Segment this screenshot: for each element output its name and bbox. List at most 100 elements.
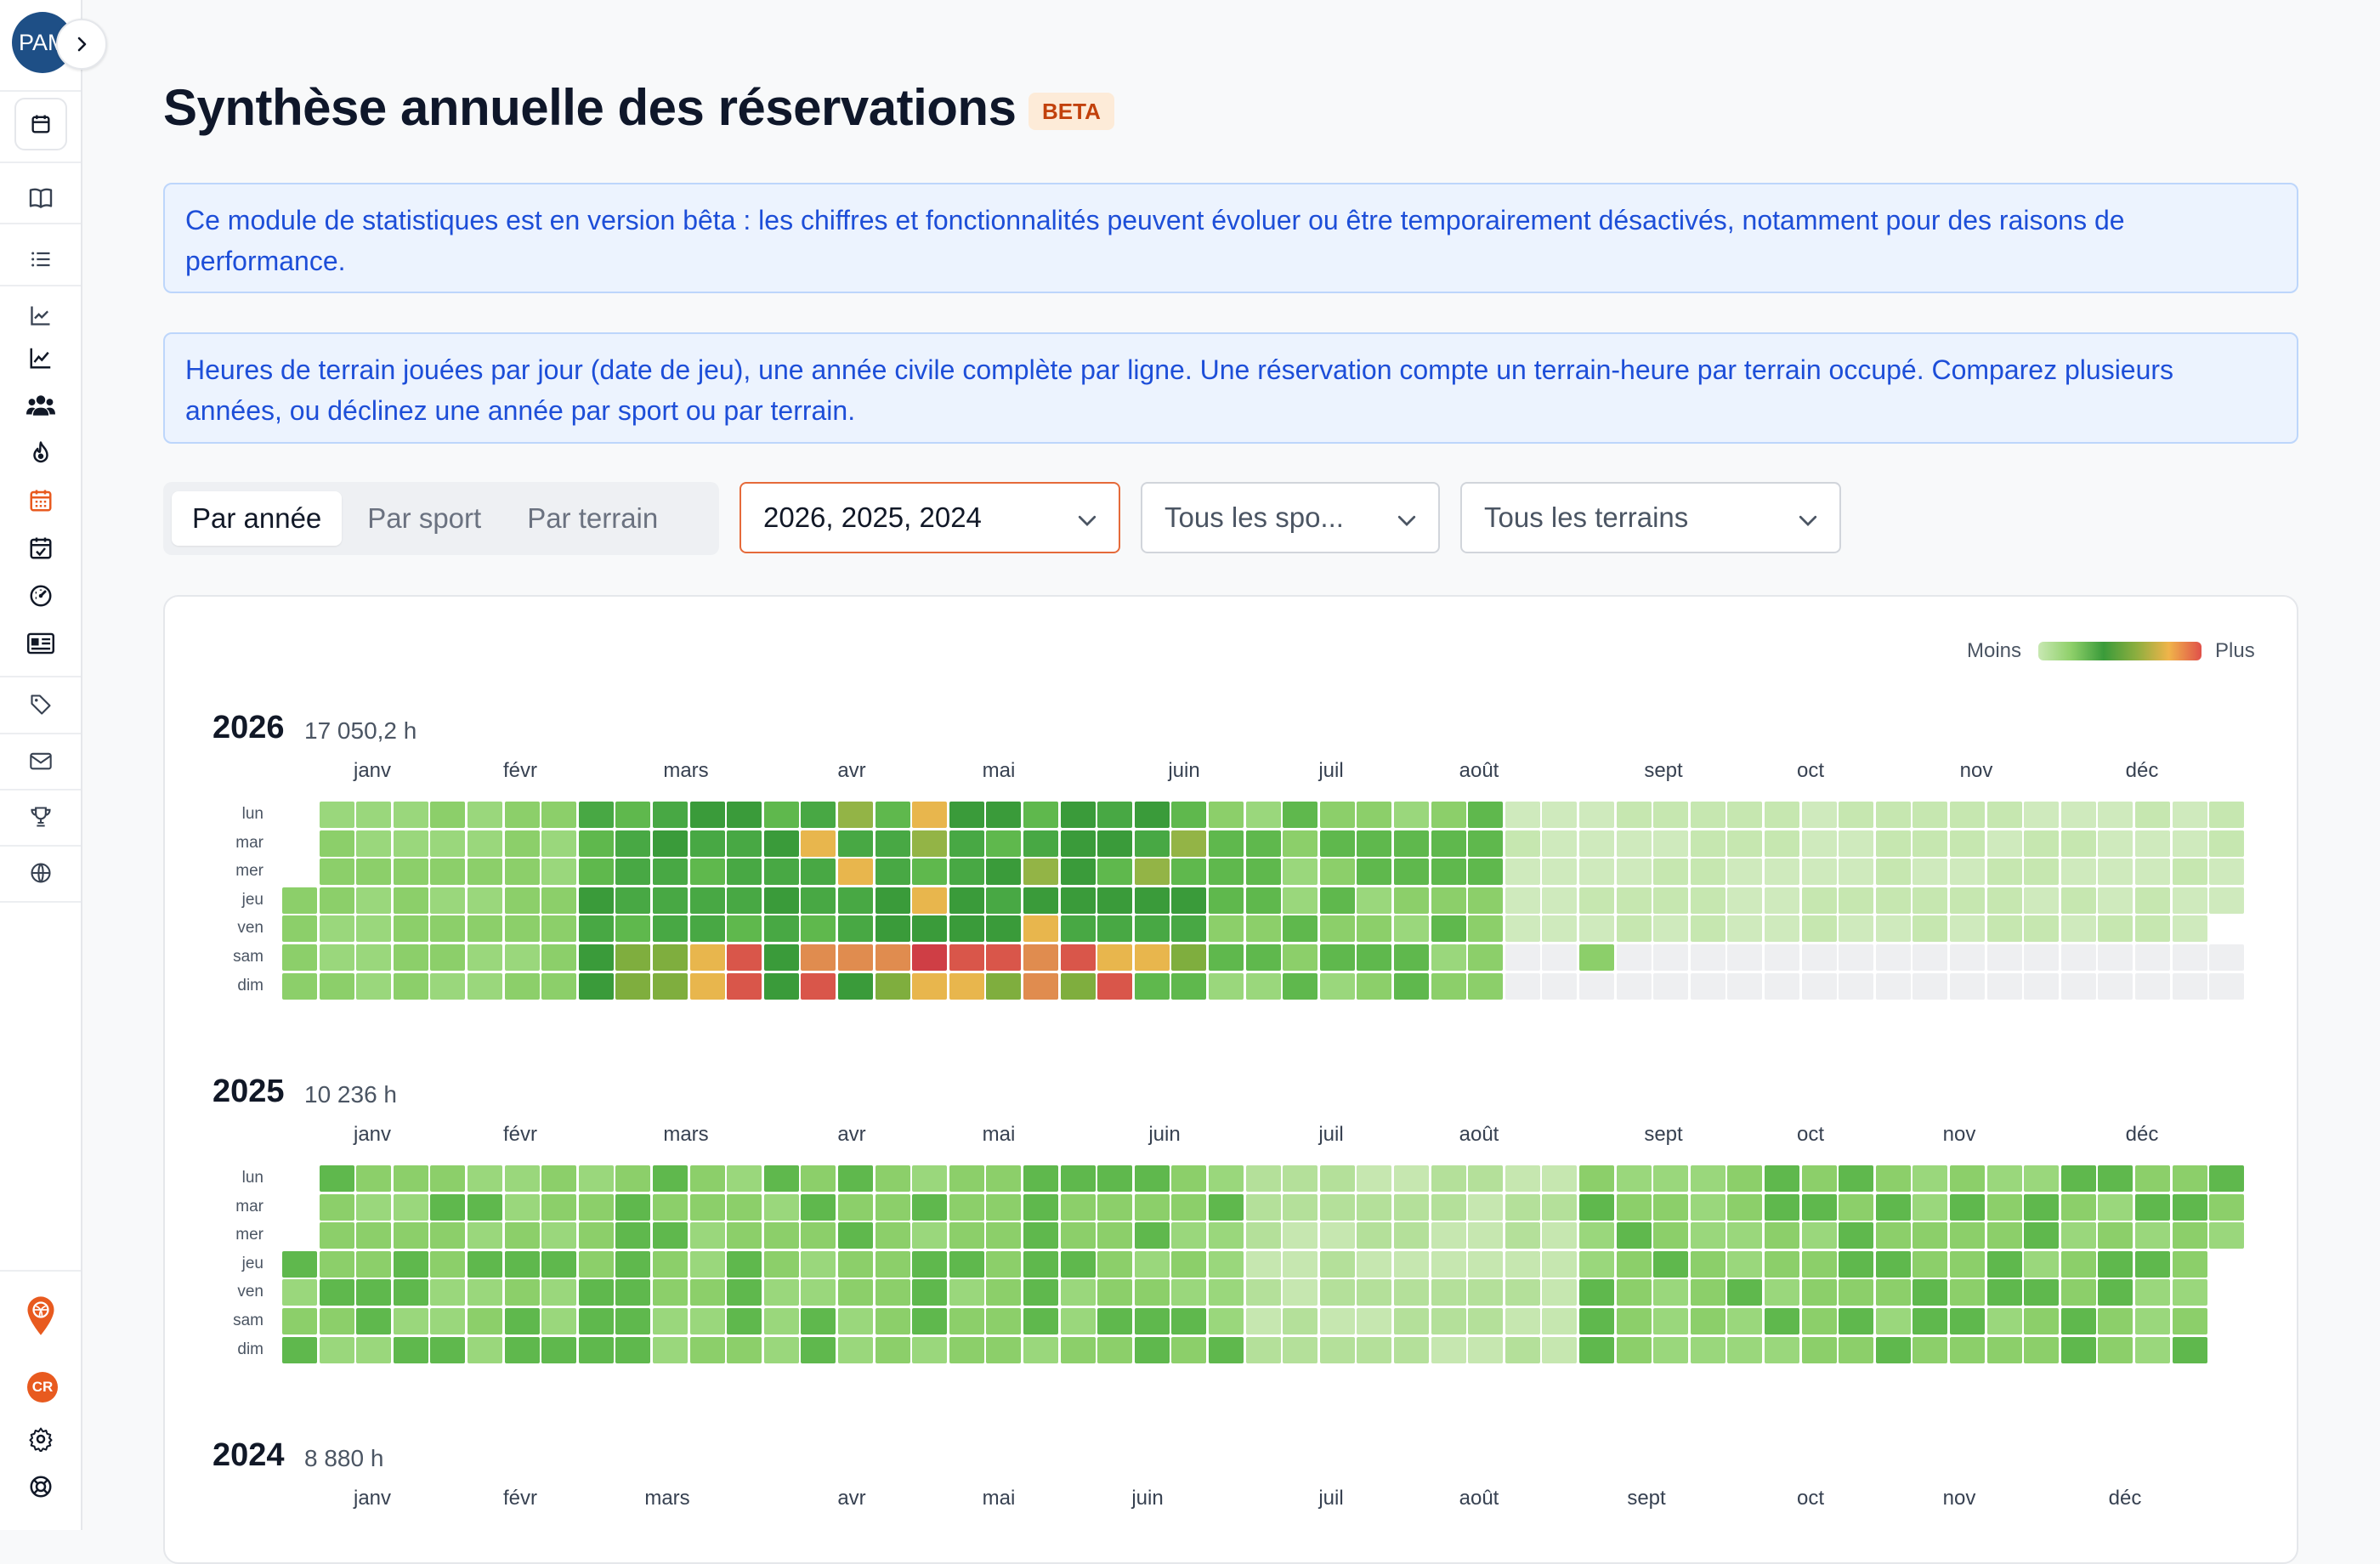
heatmap-cell[interactable]: [1357, 1193, 1392, 1221]
heatmap-cell[interactable]: [319, 1165, 354, 1192]
heatmap-cell[interactable]: [727, 802, 762, 828]
heatmap-cell[interactable]: [1319, 1336, 1355, 1363]
heatmap-cell[interactable]: [615, 802, 651, 828]
heatmap-cell[interactable]: [653, 1222, 688, 1250]
heatmap-cell[interactable]: [319, 944, 354, 971]
heatmap-cell[interactable]: [1431, 887, 1466, 914]
heatmap-cell[interactable]: [319, 830, 354, 857]
heatmap-cell[interactable]: [986, 1222, 1022, 1250]
heatmap-cell[interactable]: [2060, 972, 2096, 1000]
heatmap-cell[interactable]: [1394, 1193, 1429, 1221]
heatmap-cell[interactable]: [763, 1336, 799, 1363]
heatmap-cell[interactable]: [1357, 972, 1392, 1000]
heatmap-cell[interactable]: [1801, 858, 1837, 886]
heatmap-cell[interactable]: [1950, 802, 1985, 828]
heatmap-cell[interactable]: [1060, 1279, 1096, 1306]
heatmap-cell[interactable]: [1394, 858, 1429, 886]
heatmap-cell[interactable]: [1839, 1222, 1874, 1250]
heatmap-cell[interactable]: [727, 1250, 762, 1278]
heatmap-cell[interactable]: [1171, 1222, 1207, 1250]
heatmap-cell[interactable]: [2172, 887, 2207, 914]
heatmap-cell[interactable]: [615, 1336, 651, 1363]
heatmap-cell[interactable]: [763, 858, 799, 886]
heatmap-cell[interactable]: [2098, 1308, 2134, 1334]
heatmap-cell[interactable]: [1727, 858, 1763, 886]
heatmap-cell[interactable]: [1357, 944, 1392, 971]
heatmap-cell[interactable]: [2024, 1279, 2060, 1306]
heatmap-cell[interactable]: [1912, 1165, 1948, 1192]
heatmap-cell[interactable]: [2060, 858, 2096, 886]
heatmap-cell[interactable]: [1912, 858, 1948, 886]
heatmap-cell[interactable]: [1431, 802, 1466, 828]
heatmap-cell[interactable]: [2135, 1308, 2170, 1334]
heatmap-cell[interactable]: [2098, 944, 2134, 971]
heatmap-cell[interactable]: [1690, 802, 1726, 828]
heatmap-cell[interactable]: [1283, 1165, 1318, 1192]
heatmap-cell[interactable]: [1801, 1279, 1837, 1306]
heatmap-cell[interactable]: [1245, 944, 1281, 971]
heatmap-cell[interactable]: [393, 830, 428, 857]
heatmap-cell[interactable]: [1468, 1308, 1504, 1334]
heatmap-cell[interactable]: [763, 1165, 799, 1192]
heatmap-cell[interactable]: [1134, 1308, 1170, 1334]
heatmap-cell[interactable]: [949, 972, 984, 1000]
heatmap-cell[interactable]: [1171, 972, 1207, 1000]
heatmap-cell[interactable]: [1283, 1308, 1318, 1334]
heatmap-cell[interactable]: [1283, 972, 1318, 1000]
heatmap-cell[interactable]: [1394, 802, 1429, 828]
heatmap-cell[interactable]: [578, 858, 614, 886]
heatmap-cell[interactable]: [541, 1279, 577, 1306]
sidebar-item-annual-summary[interactable]: [0, 479, 81, 522]
heatmap-cell[interactable]: [430, 830, 466, 857]
heatmap-cell[interactable]: [1468, 802, 1504, 828]
heatmap-cell[interactable]: [1023, 802, 1058, 828]
heatmap-cell[interactable]: [838, 858, 873, 886]
heatmap-cell[interactable]: [1912, 1222, 1948, 1250]
heatmap-cell[interactable]: [1504, 1279, 1540, 1306]
heatmap-cell[interactable]: [727, 1193, 762, 1221]
heatmap-cell[interactable]: [986, 972, 1022, 1000]
heatmap-cell[interactable]: [986, 1250, 1022, 1278]
heatmap-cell[interactable]: [1468, 1193, 1504, 1221]
heatmap-cell[interactable]: [1727, 1336, 1763, 1363]
heatmap-cell[interactable]: [1431, 1279, 1466, 1306]
heatmap-cell[interactable]: [1727, 1250, 1763, 1278]
heatmap-cell[interactable]: [1060, 858, 1096, 886]
heatmap-cell[interactable]: [1986, 887, 2022, 914]
heatmap-cell[interactable]: [1468, 1250, 1504, 1278]
heatmap-cell[interactable]: [1542, 1336, 1578, 1363]
heatmap-cell[interactable]: [468, 1165, 502, 1192]
heatmap-cell[interactable]: [1801, 1193, 1837, 1221]
heatmap-cell[interactable]: [615, 1222, 651, 1250]
heatmap-cell[interactable]: [1209, 887, 1244, 914]
heatmap-cell[interactable]: [1912, 1336, 1948, 1363]
heatmap-cell[interactable]: [1023, 1308, 1058, 1334]
heatmap-cell[interactable]: [1727, 1308, 1763, 1334]
heatmap-cell[interactable]: [1209, 1193, 1244, 1221]
heatmap-cell[interactable]: [1986, 1308, 2022, 1334]
heatmap-cell[interactable]: [430, 1222, 466, 1250]
heatmap-cell[interactable]: [1542, 858, 1578, 886]
user-avatar[interactable]: CR: [27, 1372, 58, 1402]
heatmap-cell[interactable]: [1875, 858, 1911, 886]
heatmap-cell[interactable]: [541, 915, 577, 943]
heatmap-cell[interactable]: [1839, 1308, 1874, 1334]
heatmap-cell[interactable]: [393, 1336, 428, 1363]
heatmap-cell[interactable]: [1319, 1222, 1355, 1250]
heatmap-cell[interactable]: [1839, 972, 1874, 1000]
heatmap-cell[interactable]: [1245, 1193, 1281, 1221]
heatmap-cell[interactable]: [356, 944, 392, 971]
heatmap-cell[interactable]: [1579, 830, 1614, 857]
heatmap-cell[interactable]: [1765, 944, 1799, 971]
heatmap-cell[interactable]: [1542, 1250, 1578, 1278]
heatmap-cell[interactable]: [2024, 1193, 2060, 1221]
heatmap-cell[interactable]: [1690, 915, 1726, 943]
heatmap-cell[interactable]: [1690, 1279, 1726, 1306]
heatmap-cell[interactable]: [1653, 802, 1689, 828]
heatmap-cell[interactable]: [1839, 944, 1874, 971]
heatmap-cell[interactable]: [1542, 802, 1578, 828]
heatmap-cell[interactable]: [1504, 802, 1540, 828]
heatmap-cell[interactable]: [689, 1165, 725, 1192]
heatmap-cell[interactable]: [2135, 858, 2170, 886]
heatmap-cell[interactable]: [1060, 1336, 1096, 1363]
